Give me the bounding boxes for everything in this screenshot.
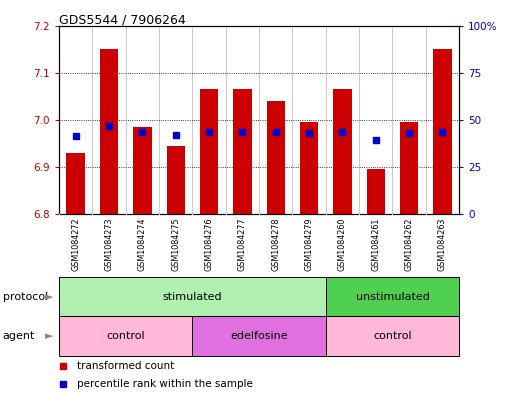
Bar — [133, 127, 151, 214]
Bar — [59, 316, 192, 356]
Bar — [300, 122, 318, 214]
Text: transformed count: transformed count — [77, 361, 174, 371]
Text: edelfosine: edelfosine — [230, 331, 288, 341]
Text: protocol: protocol — [3, 292, 48, 302]
Bar — [367, 169, 385, 214]
Bar — [67, 153, 85, 214]
Text: GSM1084272: GSM1084272 — [71, 217, 80, 271]
Text: stimulated: stimulated — [163, 292, 222, 302]
Bar — [167, 146, 185, 214]
Text: GSM1084263: GSM1084263 — [438, 217, 447, 271]
Bar — [192, 316, 326, 356]
Text: GSM1084262: GSM1084262 — [405, 217, 413, 271]
Bar — [59, 277, 326, 316]
Text: GSM1084276: GSM1084276 — [205, 217, 213, 271]
Bar — [200, 89, 218, 214]
Text: ►: ► — [45, 292, 54, 302]
Bar — [433, 49, 451, 214]
Text: GSM1084261: GSM1084261 — [371, 217, 380, 271]
Text: percentile rank within the sample: percentile rank within the sample — [77, 379, 253, 389]
Text: GSM1084279: GSM1084279 — [305, 217, 313, 271]
Bar — [326, 316, 459, 356]
Text: GSM1084273: GSM1084273 — [105, 217, 113, 271]
Text: ►: ► — [45, 331, 54, 341]
Text: GDS5544 / 7906264: GDS5544 / 7906264 — [59, 14, 186, 27]
Text: control: control — [373, 331, 412, 341]
Bar — [326, 277, 459, 316]
Text: GSM1084274: GSM1084274 — [138, 217, 147, 271]
Text: GSM1084260: GSM1084260 — [338, 217, 347, 271]
Text: control: control — [106, 331, 145, 341]
Text: GSM1084277: GSM1084277 — [238, 217, 247, 271]
Bar — [400, 122, 418, 214]
Bar — [333, 89, 351, 214]
Bar — [233, 89, 251, 214]
Text: unstimulated: unstimulated — [356, 292, 429, 302]
Bar — [100, 49, 118, 214]
Text: GSM1084278: GSM1084278 — [271, 217, 280, 271]
Bar — [267, 101, 285, 214]
Text: GSM1084275: GSM1084275 — [171, 217, 180, 271]
Text: agent: agent — [3, 331, 35, 341]
